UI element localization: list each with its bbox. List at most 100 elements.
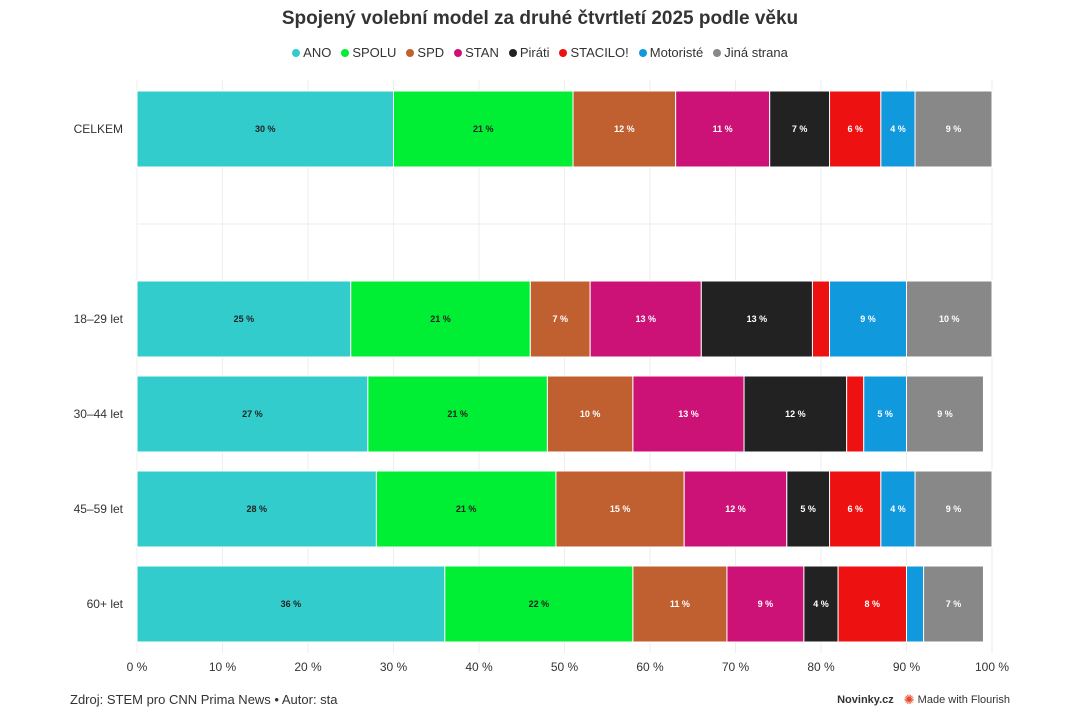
x-tick-label: 70 % <box>722 660 750 674</box>
legend-label: SPOLU <box>352 45 397 60</box>
legend-label: SPD <box>417 45 445 60</box>
legend-label: ANO <box>303 45 332 60</box>
footer-brand: Novinky.cz ✺ Made with Flourish <box>837 692 1010 708</box>
legend-item[interactable]: Jiná strana <box>713 45 788 60</box>
legend-swatch <box>454 48 463 57</box>
legend-swatch <box>292 48 301 57</box>
data-label: 27 % <box>242 409 263 419</box>
legend-item[interactable]: SPD <box>406 45 444 60</box>
bar-segment <box>683 470 788 548</box>
bar-segment <box>811 280 831 358</box>
bar-segment <box>829 280 907 358</box>
legend-item[interactable]: Motoristé <box>638 45 703 60</box>
data-label: 10 % <box>939 314 960 324</box>
legend-label: STACILO! <box>570 45 629 60</box>
legend-item[interactable]: ANO <box>292 45 331 60</box>
data-label: 11 % <box>713 124 733 134</box>
x-tick-label: 80 % <box>807 660 835 674</box>
data-label: 13 % <box>678 409 699 419</box>
legend-label: STAN <box>465 45 499 60</box>
legend-item[interactable]: STAN <box>454 45 499 60</box>
bar-segment <box>444 565 634 643</box>
bar-segment <box>846 375 865 453</box>
x-tick-label: 20 % <box>294 660 322 674</box>
legend-swatch <box>341 48 350 57</box>
bar-segment <box>837 565 907 643</box>
bar-segment <box>589 280 702 358</box>
data-label: 4 % <box>890 504 906 514</box>
x-tick-label: 60 % <box>636 660 664 674</box>
data-label: 7 % <box>946 599 962 609</box>
bar-segment <box>675 90 771 168</box>
bar-segment <box>863 375 907 453</box>
bar-segment <box>906 565 925 643</box>
data-label: 30 % <box>255 124 276 134</box>
legend-swatch <box>559 48 568 57</box>
bar-segment <box>546 375 634 453</box>
data-label: 10 % <box>580 409 601 419</box>
legend-label: Piráti <box>519 45 550 60</box>
data-label: 4 % <box>813 599 829 609</box>
data-label: 9 % <box>937 409 953 419</box>
legend-swatch <box>406 48 415 57</box>
data-label: 7 % <box>552 314 568 324</box>
data-label: 21 % <box>447 409 468 419</box>
category-label: 18–29 let <box>74 312 124 326</box>
x-tick-label: 30 % <box>380 660 408 674</box>
bar-segment <box>786 470 831 548</box>
data-label: 21 % <box>473 124 494 134</box>
bar-segment <box>572 90 677 168</box>
stacked-bar-chart: 0 % 10 % 20 % 30 % 40 % 50 % 60 % 70 % 80 % 90 % 1… <box>74 80 1009 674</box>
data-label: 9 % <box>860 314 876 324</box>
bar-segment <box>136 375 369 453</box>
bar-segment <box>803 565 839 643</box>
data-label: 6 % <box>847 504 863 514</box>
legend-swatch <box>713 48 722 57</box>
bar-segment <box>829 90 882 168</box>
bar-segment <box>350 280 531 358</box>
data-label: 5 % <box>800 504 816 514</box>
flourish-credit[interactable]: ✺ Made with Flourish <box>904 692 1010 708</box>
data-label: 9 % <box>758 599 774 609</box>
x-tick-label: 100 % <box>975 660 1009 674</box>
data-label: 21 % <box>430 314 451 324</box>
data-label: 9 % <box>946 124 962 134</box>
bar-segment <box>700 280 813 358</box>
data-label: 4 % <box>890 124 906 134</box>
bar-segment <box>529 280 591 358</box>
flourish-icon: ✺ <box>903 692 915 707</box>
data-label: 21 % <box>456 504 477 514</box>
category-label: 30–44 let <box>74 407 124 421</box>
legend-item[interactable]: SPOLU <box>341 45 396 60</box>
data-label: 8 % <box>865 599 881 609</box>
chart-legend: ANO SPOLU SPD STAN Piráti STACILO! Motoristé Ji… <box>0 45 1080 60</box>
bar-segment <box>136 280 352 358</box>
bar-segment <box>632 375 745 453</box>
data-label: 7 % <box>792 124 808 134</box>
bar-segment <box>743 375 848 453</box>
data-label: 15 % <box>610 504 631 514</box>
legend-item[interactable]: STACILO! <box>559 45 629 60</box>
bar-segment <box>136 470 377 548</box>
legend-item[interactable]: Piráti <box>508 45 550 60</box>
x-tick-label: 40 % <box>465 660 493 674</box>
bar-segment <box>906 280 993 358</box>
brand-logo[interactable]: Novinky.cz <box>837 694 894 706</box>
x-tick-label: 90 % <box>893 660 921 674</box>
data-label: 13 % <box>747 314 768 324</box>
data-label: 13 % <box>635 314 656 324</box>
bar-segment <box>375 470 557 548</box>
bar-segment <box>555 470 685 548</box>
data-label: 28 % <box>246 504 267 514</box>
data-label: 25 % <box>234 314 255 324</box>
bar-segment <box>632 565 728 643</box>
category-label: 60+ let <box>87 597 124 611</box>
bar-segment <box>393 90 574 168</box>
x-tick-label: 10 % <box>209 660 237 674</box>
bar-segment <box>914 90 993 168</box>
category-label: CELKEM <box>74 122 123 136</box>
bar-segment <box>923 565 984 643</box>
data-label: 22 % <box>529 599 550 609</box>
data-label: 9 % <box>946 504 962 514</box>
data-label: 6 % <box>847 124 863 134</box>
